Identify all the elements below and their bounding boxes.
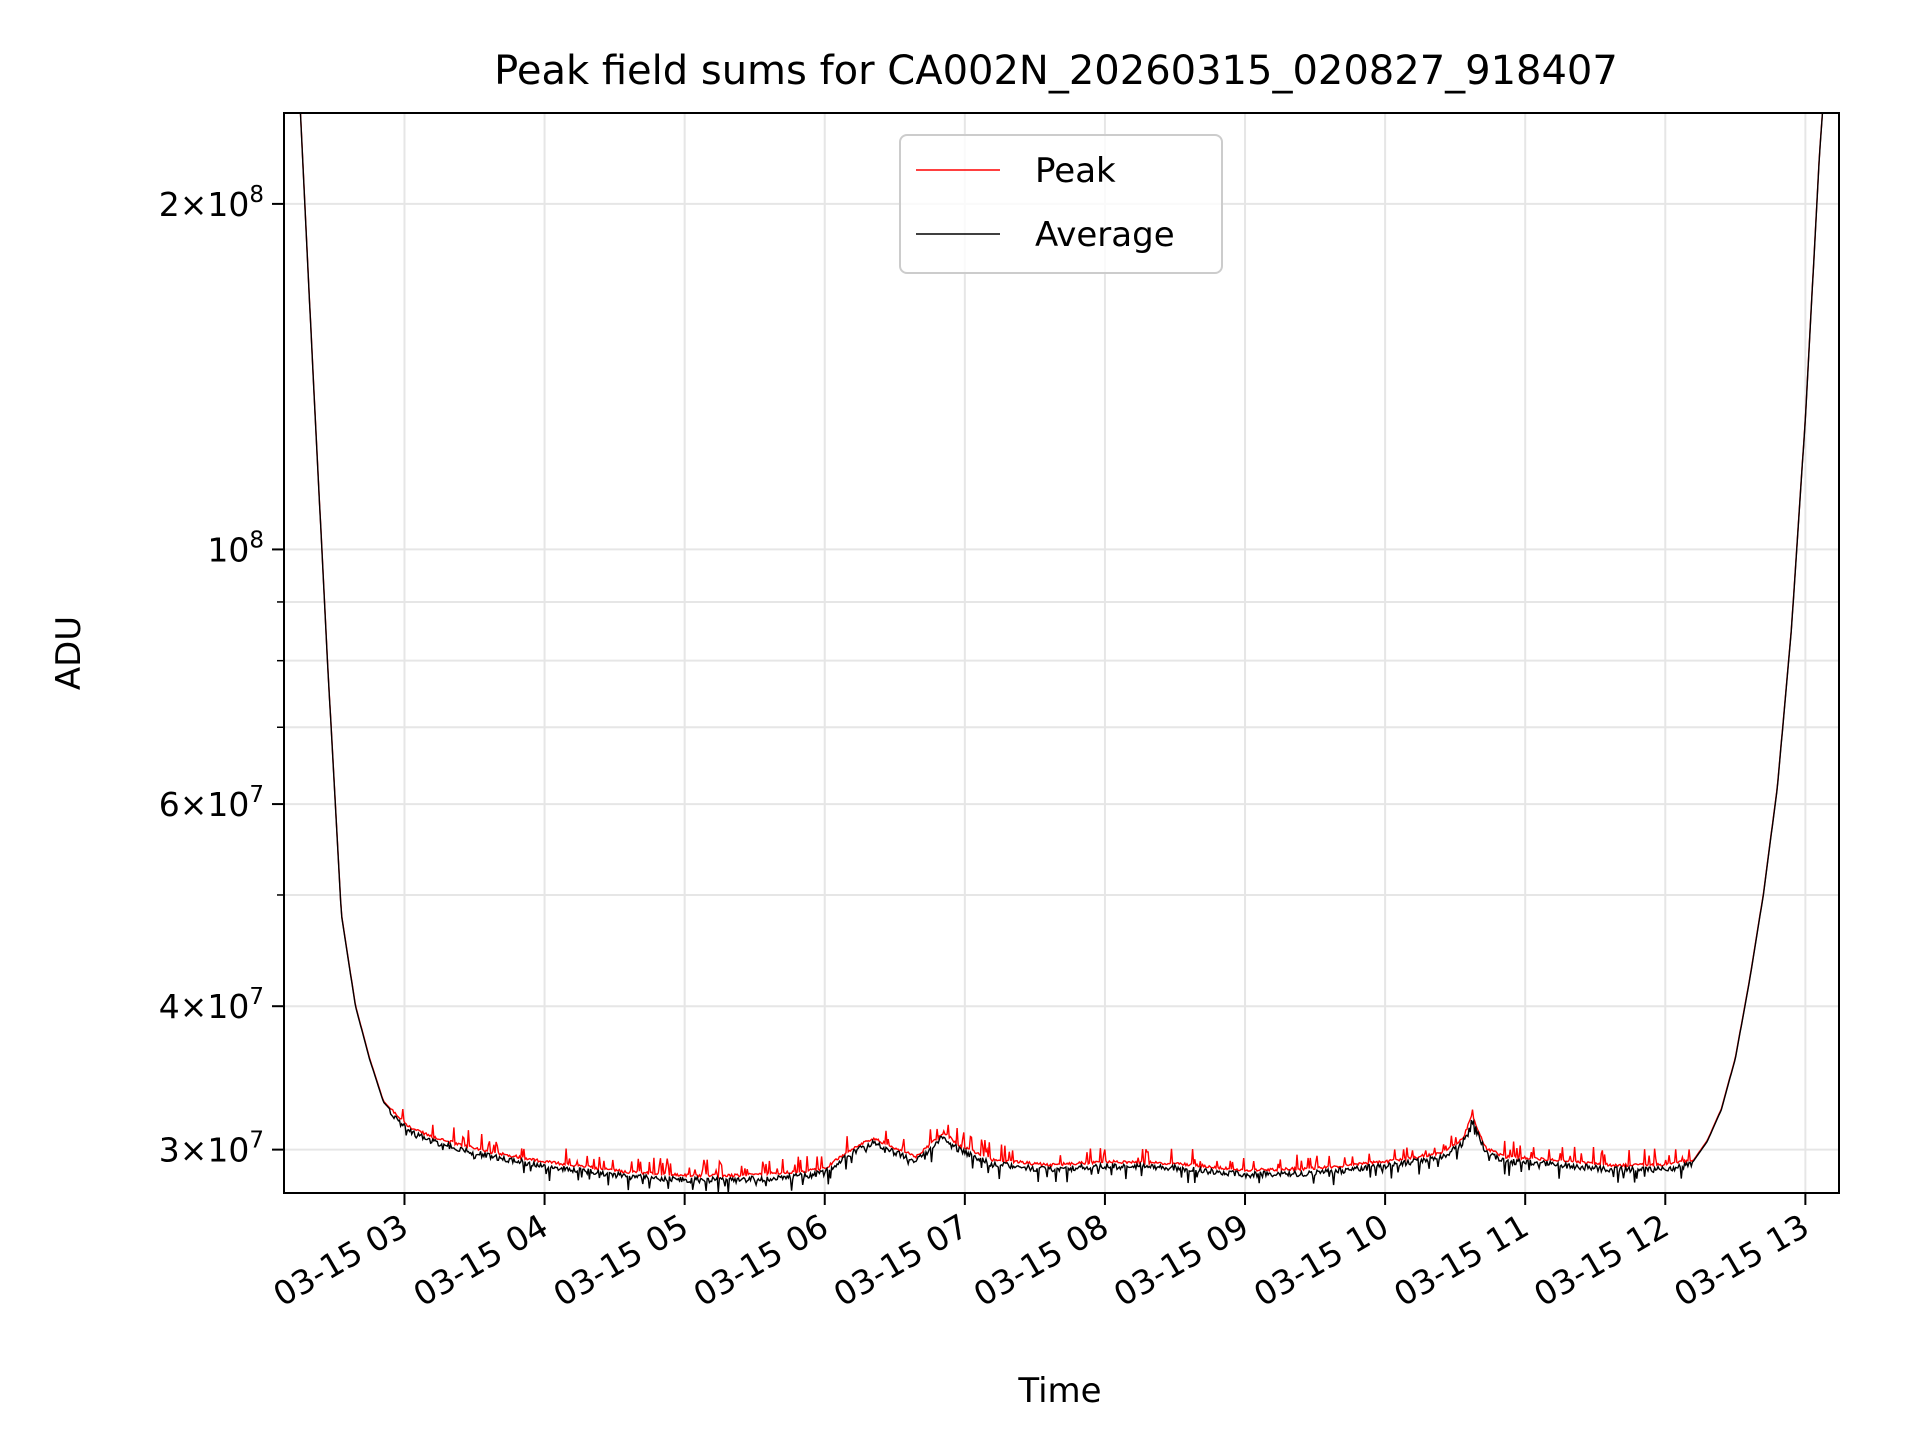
y-tick-times: ×10 — [180, 185, 250, 224]
legend-average-label: Average — [1035, 215, 1175, 255]
y-tick-exponent: 8 — [249, 527, 264, 553]
y-tick-label: 3×107 — [159, 1128, 264, 1170]
y-tick-base: 10 — [207, 530, 249, 569]
y-tick-label: 4×107 — [159, 984, 264, 1026]
series-layer — [299, 113, 1824, 1193]
y-tick-label: 2×108 — [159, 182, 264, 224]
y-tick-times: ×10 — [180, 1131, 250, 1170]
x-axis-label: Time — [1017, 1371, 1101, 1411]
y-tick-mantissa: 3 — [159, 1131, 180, 1170]
y-tick-label: 108 — [207, 527, 264, 569]
chart-title: Peak field sums for CA002N_20260315_0208… — [494, 48, 1618, 94]
y-tick-exponent: 7 — [249, 782, 264, 808]
y-tick-mantissa: 2 — [159, 185, 180, 224]
plot-frame — [283, 112, 1840, 1194]
y-tick-times: ×10 — [180, 785, 250, 824]
peak-series-line — [299, 113, 1824, 1180]
legend: Peak Average — [899, 134, 1223, 274]
y-tick-exponent: 8 — [249, 182, 264, 208]
grid — [284, 113, 1839, 1193]
y-tick-times: ×10 — [180, 987, 250, 1026]
y-tick-mantissa: 4 — [159, 987, 180, 1026]
y-tick-exponent: 7 — [249, 984, 264, 1010]
legend-peak-label: Peak — [1035, 151, 1116, 191]
y-tick-exponent: 7 — [249, 1128, 264, 1154]
y-tick-label: 6×107 — [159, 782, 264, 824]
average-series-line — [299, 113, 1824, 1193]
y-axis-label: ADU — [49, 616, 89, 690]
y-tick-mantissa: 6 — [159, 785, 180, 824]
